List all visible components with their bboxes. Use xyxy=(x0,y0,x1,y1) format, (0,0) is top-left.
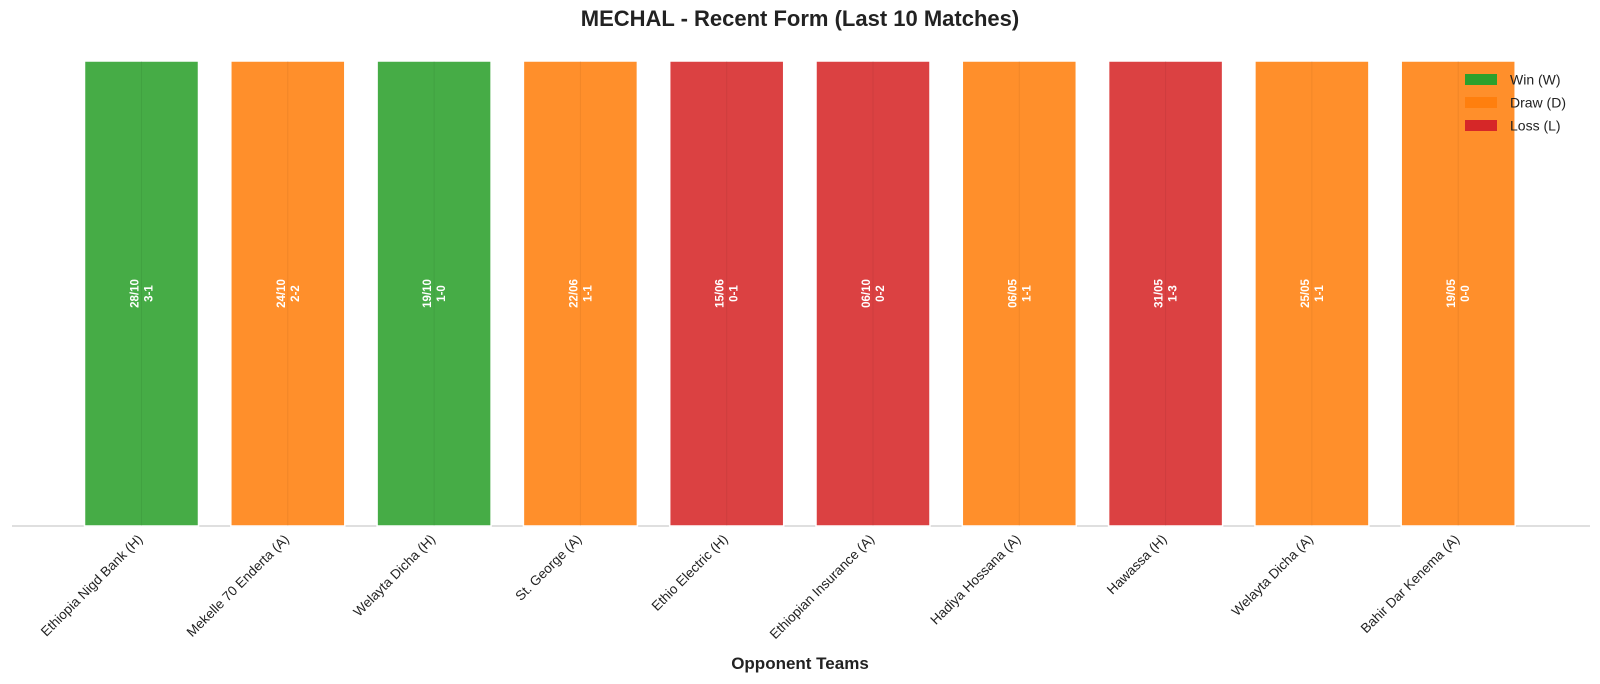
legend-swatch-d xyxy=(1465,97,1497,108)
bar-score-5: 0-1 xyxy=(729,285,741,302)
legend-label-d: Draw (D) xyxy=(1510,95,1566,111)
legend-label-l: Loss (L) xyxy=(1510,118,1561,134)
bar-9 xyxy=(1254,60,1370,527)
bar-label-5: 15/06 0-1 xyxy=(715,279,741,308)
bar-label-3: 19/10 1-0 xyxy=(422,279,448,308)
x-tick-label-6: Ethiopian Insurance (A) xyxy=(767,532,877,642)
x-tick-label-1: Ethiopia Nigd Bank (H) xyxy=(38,532,146,640)
bar-date-1: 28/10 xyxy=(130,279,142,308)
bar-label-8: 31/05 1-3 xyxy=(1154,279,1180,308)
chart-title: MECHAL - Recent Form (Last 10 Matches) xyxy=(580,6,1020,31)
x-tick-label-8: Hawassa (H) xyxy=(1104,532,1170,598)
bar-date-10: 19/05 xyxy=(1446,279,1458,308)
bar-5 xyxy=(668,60,785,527)
bar-date-8: 31/05 xyxy=(1154,279,1166,308)
x-tick-labels: Ethiopia Nigd Bank (H) Mekelle 70 Enderta… xyxy=(38,532,1462,642)
x-tick-label-2: Mekelle 70 Enderta (A) xyxy=(184,532,292,640)
bar-score-2: 2-2 xyxy=(290,285,302,302)
bar-score-1: 3-1 xyxy=(144,285,156,302)
bar-8 xyxy=(1107,60,1224,527)
legend: Win (W) Draw (D) Loss (L) xyxy=(1465,72,1566,134)
bar-7 xyxy=(961,60,1078,527)
legend-swatch-w xyxy=(1465,74,1497,85)
x-tick-label-10: Bahir Dar Kenema (A) xyxy=(1358,532,1463,637)
x-tick-label-3: Welayta Dicha (H) xyxy=(350,532,438,620)
bar-score-10: 0-0 xyxy=(1460,285,1472,302)
legend-swatch-l xyxy=(1465,120,1497,131)
bar-score-3: 1-0 xyxy=(436,285,448,302)
bar-6 xyxy=(815,60,931,527)
bar-score-9: 1-1 xyxy=(1314,285,1326,302)
x-tick-label-9: Welayta Dicha (A) xyxy=(1229,532,1316,619)
bar-2 xyxy=(230,60,346,527)
bar-10 xyxy=(1400,60,1516,527)
bar-date-4: 22/06 xyxy=(568,279,580,308)
x-tick-label-4: St. George (A) xyxy=(512,532,584,604)
x-tick-label-7: Hadiya Hossana (A) xyxy=(927,532,1023,628)
bar-label-4: 22/06 1-1 xyxy=(568,279,594,308)
bar-label-2: 24/10 2-2 xyxy=(276,279,302,308)
bar-label-7: 06/05 1-1 xyxy=(1007,279,1033,308)
bar-date-6: 06/10 xyxy=(861,279,873,308)
bar-1 xyxy=(83,60,200,527)
bar-label-1: 28/10 3-1 xyxy=(130,279,156,308)
bar-date-9: 25/05 xyxy=(1300,279,1312,308)
bar-date-7: 06/05 xyxy=(1007,279,1019,308)
bars-group xyxy=(83,60,1516,527)
bar-3 xyxy=(376,60,492,527)
bar-score-7: 1-1 xyxy=(1021,285,1033,302)
legend-label-w: Win (W) xyxy=(1510,72,1561,88)
bar-score-8: 1-3 xyxy=(1168,285,1180,302)
bar-labels-group: 28/10 3-1 24/10 2-2 19/10 1-0 22/06 1-1 15/06 0-1… xyxy=(130,279,1473,308)
bar-date-2: 24/10 xyxy=(276,279,288,308)
bar-label-9: 25/05 1-1 xyxy=(1300,279,1326,308)
x-axis-label: Opponent Teams xyxy=(731,654,869,673)
bar-label-6: 06/10 0-2 xyxy=(861,279,887,308)
bar-label-10: 19/05 0-0 xyxy=(1446,279,1472,308)
bar-score-4: 1-1 xyxy=(582,285,594,302)
bar-score-6: 0-2 xyxy=(875,285,887,302)
x-tick-label-5: Ethio Electric (H) xyxy=(649,532,731,614)
bar-date-5: 15/06 xyxy=(715,279,727,308)
bar-4 xyxy=(522,60,639,527)
bar-date-3: 19/10 xyxy=(422,279,434,308)
